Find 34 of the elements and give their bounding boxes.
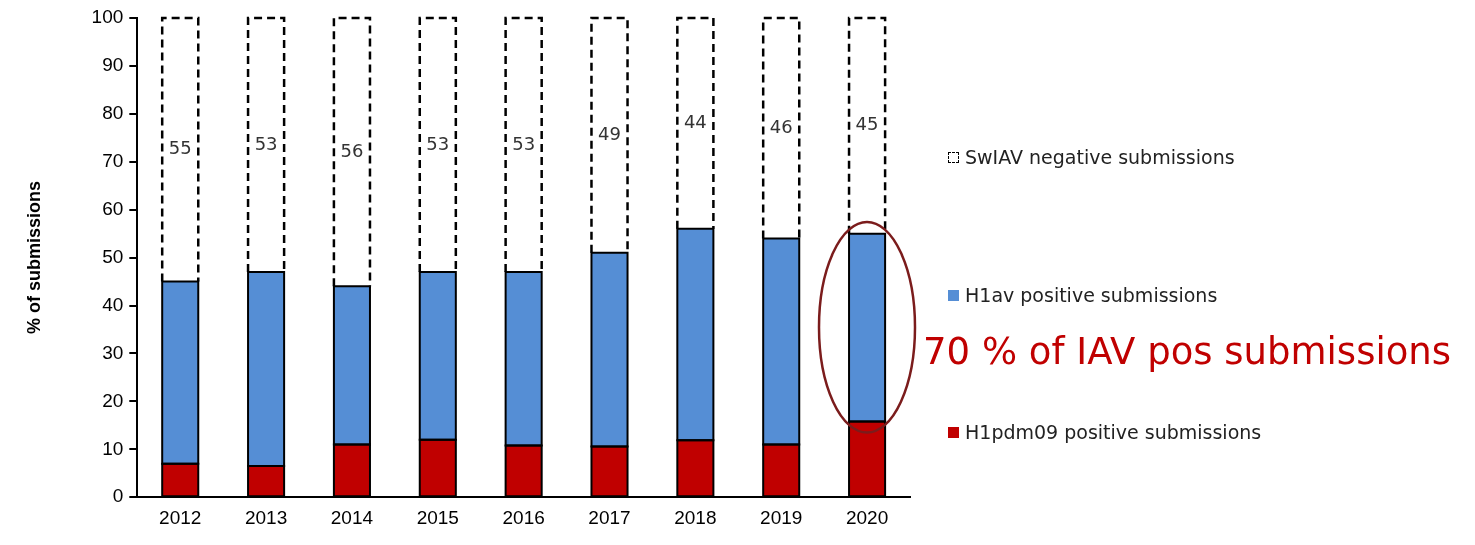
y-tick-label: 70 <box>102 149 124 171</box>
x-tick-label: 2014 <box>330 506 374 528</box>
data-label: 45 <box>855 113 879 135</box>
y-tick-label: 10 <box>102 437 124 459</box>
y-tick-label: 60 <box>102 197 124 219</box>
data-label: 53 <box>254 132 278 154</box>
x-tick-label: 2019 <box>760 506 803 528</box>
x-tick-label: 2018 <box>674 506 717 528</box>
y-tick-label: 80 <box>102 102 124 124</box>
y-tick-label: 0 <box>112 485 124 507</box>
legend-label: H1av positive submissions <box>965 284 1218 306</box>
x-tick-label: 2013 <box>244 506 288 528</box>
legend-label: H1pdm09 positive submissions <box>965 421 1262 443</box>
data-label: 44 <box>683 111 707 133</box>
y-tick-label: 20 <box>102 389 124 411</box>
data-label: 46 <box>769 115 793 137</box>
x-tick-label: 2016 <box>502 506 545 528</box>
text: 70 % of IAV pos submissions <box>923 330 1452 373</box>
y-tick-label: 50 <box>102 245 124 267</box>
text: SwIAV negative submissions <box>965 146 1235 168</box>
x-tick-label: 2020 <box>845 506 889 528</box>
y-tick-label: 40 <box>102 293 124 315</box>
x-tick-label: 2017 <box>588 506 631 528</box>
y-tick-label: 100 <box>91 6 124 28</box>
data-label: 53 <box>512 132 536 154</box>
data-label: 53 <box>426 132 450 154</box>
data-label: 56 <box>340 139 364 161</box>
x-tick-label: 2015 <box>416 506 459 528</box>
x-tick-label: 2012 <box>159 506 202 528</box>
data-label: 49 <box>598 123 621 145</box>
y-axis-title: % of submissions <box>23 181 44 335</box>
y-tick-label: 30 <box>102 341 124 363</box>
data-label: 55 <box>168 137 192 159</box>
y-tick-label: 90 <box>102 54 124 76</box>
